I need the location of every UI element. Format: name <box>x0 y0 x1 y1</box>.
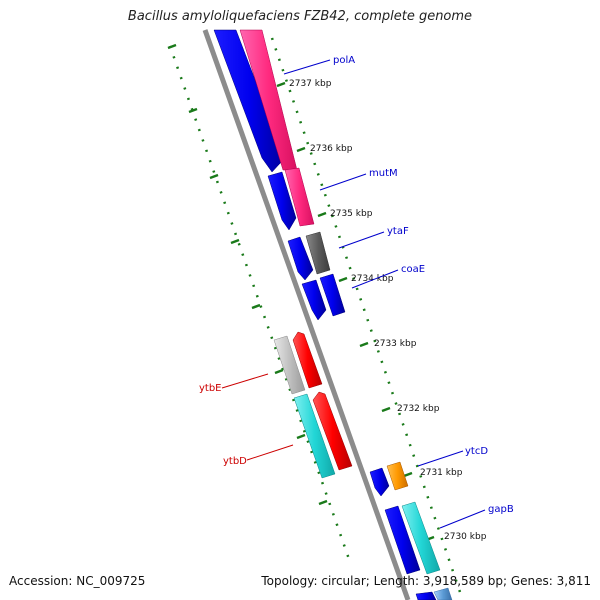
gene-label-ytbE[interactable]: ytbE <box>199 383 222 394</box>
tick-label: 2732 kbp <box>397 404 440 414</box>
gene-gray-1[interactable] <box>305 231 331 275</box>
gene-label-polA[interactable]: polA <box>333 55 355 66</box>
gene-label-ytbD[interactable]: ytbD <box>223 456 247 467</box>
gene-ytcD[interactable] <box>369 467 390 497</box>
tick-mark <box>403 471 413 478</box>
tick-mark <box>381 406 391 413</box>
gene-gapB[interactable] <box>384 505 421 575</box>
gene-coaE[interactable] <box>319 273 346 317</box>
gene-ytaF[interactable] <box>287 236 314 281</box>
tick-label: 2737 kbp <box>289 79 332 89</box>
outer-tick-track <box>270 37 464 599</box>
topology-text: Topology: circular; Length: 3,918,589 bp… <box>261 574 591 588</box>
tick-label: 2736 kbp <box>310 144 353 154</box>
tick-mark <box>338 276 348 283</box>
gene-blue-bottom[interactable] <box>415 591 437 600</box>
gene-label-gapB[interactable]: gapB <box>488 504 514 515</box>
inner-major-ticks <box>167 43 328 506</box>
gene-polA[interactable] <box>213 29 286 173</box>
gene-label-coaE[interactable]: coaE <box>401 264 425 275</box>
tick-label: 2734 kbp <box>351 274 394 284</box>
gene-orange[interactable] <box>386 461 409 491</box>
tick-mark <box>317 211 327 218</box>
genome-title: Bacillus amyloliquefaciens FZB42, comple… <box>127 9 473 24</box>
tick-mark <box>359 341 369 348</box>
tick-label: 2735 kbp <box>330 209 373 219</box>
gene-cyan-2[interactable] <box>401 501 441 575</box>
genome-backbone <box>202 29 411 600</box>
tick-label: 2733 kbp <box>374 339 417 349</box>
gene-label-ytcD[interactable]: ytcD <box>465 446 488 457</box>
tick-label: 2730 kbp <box>444 532 487 542</box>
label-leaders <box>221 59 486 529</box>
gene-steel-bottom[interactable] <box>433 587 453 600</box>
gene-mutM[interactable] <box>267 171 297 231</box>
accession-text: Accession: NC_009725 <box>9 574 146 588</box>
gene-label-mutM[interactable]: mutM <box>369 168 398 179</box>
gene-label-ytaF[interactable]: ytaF <box>387 226 409 237</box>
gene-red-1[interactable] <box>292 331 323 389</box>
gene-pink-2[interactable] <box>284 167 315 227</box>
tick-mark <box>276 81 286 88</box>
gene-red-2[interactable] <box>312 391 353 471</box>
gene-blue-3[interactable] <box>301 279 327 321</box>
tick-mark <box>296 146 306 153</box>
gene-ytbE[interactable] <box>273 335 306 395</box>
gene-ytbD[interactable] <box>293 393 336 479</box>
tick-label: 2731 kbp <box>420 468 463 478</box>
